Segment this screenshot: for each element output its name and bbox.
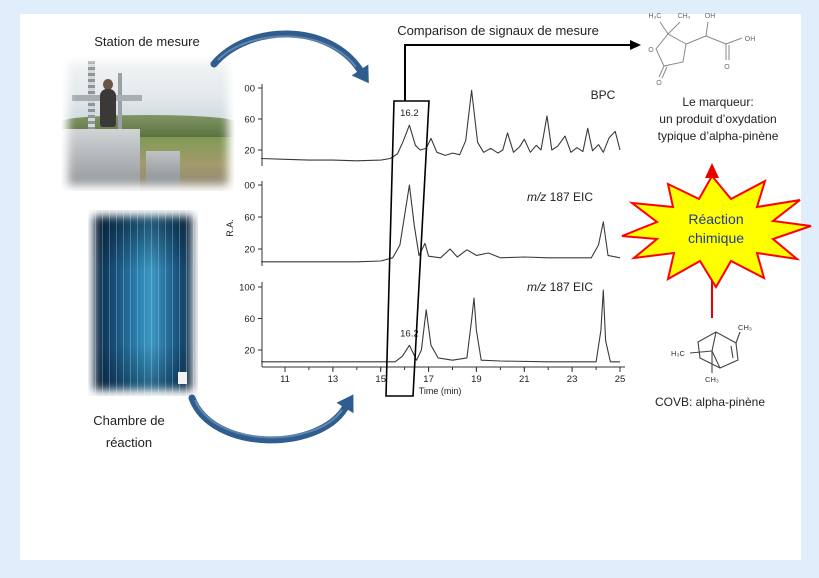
trace-label-rest: 187 EIC — [546, 280, 593, 294]
comparison-arrow — [404, 40, 641, 101]
arrow-highlight — [217, 35, 357, 68]
comparison-label: Comparison de signaux de mesure — [397, 23, 599, 38]
y-tick-label: 20 — [244, 245, 255, 256]
chem-label: O — [656, 80, 662, 87]
arrow-head — [705, 163, 719, 178]
marker-molecule-bonds — [655, 21, 743, 79]
mast — [88, 61, 95, 187]
chamber-to-chart-arrow — [188, 394, 354, 444]
arrow-head — [336, 394, 354, 414]
chem-label: CH₃ — [678, 13, 691, 20]
chem-label: H₃C — [649, 13, 662, 20]
equipment — [62, 129, 140, 191]
chem-label: H₃C — [671, 349, 685, 358]
y-tick-label: 20 — [244, 346, 255, 357]
y-tick-label: 60 — [244, 314, 255, 325]
trace-line-3 — [261, 289, 620, 363]
chem-label: OH — [745, 36, 756, 43]
arrow-shaft — [210, 30, 364, 74]
y-tick-label: 00 — [244, 181, 255, 192]
covb-label: COVB: alpha-pinène — [655, 395, 765, 409]
chamber-label-line-2: réaction — [106, 435, 152, 450]
trace-label: BPC — [591, 88, 616, 102]
chem-label: O — [648, 47, 654, 54]
x-tick-label: 13 — [328, 374, 339, 385]
chamber-sticker — [178, 372, 187, 384]
y-tick-label: 100 — [239, 283, 255, 294]
chem-label: OH — [705, 13, 716, 20]
arrow-shaft — [188, 394, 349, 444]
chamber-label-line-1: Chambre de — [93, 413, 165, 428]
y-axis-title: R.A. — [225, 219, 235, 237]
y-tick-label: 60 — [244, 213, 255, 224]
marker-label-line-2: un produit d’oxydation — [659, 112, 776, 126]
alpha-pinene-bonds — [689, 331, 741, 373]
trace-label-rest: 187 EIC — [546, 190, 593, 204]
peak-highlight-box — [385, 100, 430, 397]
x-tick-label: 23 — [567, 374, 578, 385]
trace-label: m/z 187 EIC — [527, 190, 593, 204]
reaction-chamber-photo — [88, 210, 198, 396]
arrow-head — [351, 64, 369, 84]
x-tick-label: 11 — [280, 374, 290, 385]
y-tick-label: 00 — [244, 84, 255, 95]
arrow-line — [404, 44, 630, 101]
peak-label: 16.2 — [400, 108, 419, 119]
trace-label: m/z 187 EIC — [527, 280, 593, 294]
station-to-chart-arrow — [210, 30, 369, 84]
trace-line-2 — [261, 184, 621, 263]
station-label: Station de mesure — [94, 34, 200, 49]
measurement-station-photo — [62, 55, 234, 191]
trace-label-italic: m/z — [527, 280, 546, 294]
x-tick-label: 21 — [519, 374, 530, 385]
chem-label: O — [724, 64, 730, 71]
person-head — [103, 79, 113, 90]
marker-label-line-1: Le marqueur: — [682, 95, 753, 109]
marker-molecule-structure: H₃C CH₃ OH O OH O O — [648, 13, 755, 87]
x-tick-label: 25 — [615, 374, 626, 385]
equipment-box — [146, 151, 180, 191]
mast-secondary — [118, 73, 122, 183]
chem-label: CH₃ — [705, 375, 719, 384]
chem-label: CH₃ — [738, 323, 752, 332]
peak-label: 16.2 — [400, 328, 419, 339]
reaction-starburst — [621, 174, 812, 289]
chromatogram-stack: 00 60 20 BPC 16.2 00 60 20 m/z 187 EIC 100 60 20 m/z… — [239, 84, 625, 386]
x-tick-label: 19 — [471, 374, 482, 385]
person — [100, 89, 116, 127]
reaction-label-line-1: Réaction — [688, 211, 743, 227]
arrow-highlight — [194, 399, 343, 439]
arrow-head — [630, 40, 641, 50]
marker-label-line-3: typique d’alpha-pinène — [658, 129, 779, 143]
y-tick-label: 60 — [244, 115, 255, 126]
alpha-pinene-structure: CH₃ H₃C CH₃ — [671, 323, 752, 384]
x-axis-title: Time (min) — [419, 386, 462, 396]
y-tick-label: 20 — [244, 146, 255, 157]
reaction-label-line-2: chimique — [688, 230, 744, 246]
x-tick-label: 15 — [375, 374, 386, 385]
trace-line-1 — [261, 89, 621, 162]
trace-label-italic: m/z — [527, 190, 546, 204]
x-tick-label: 17 — [423, 374, 434, 385]
